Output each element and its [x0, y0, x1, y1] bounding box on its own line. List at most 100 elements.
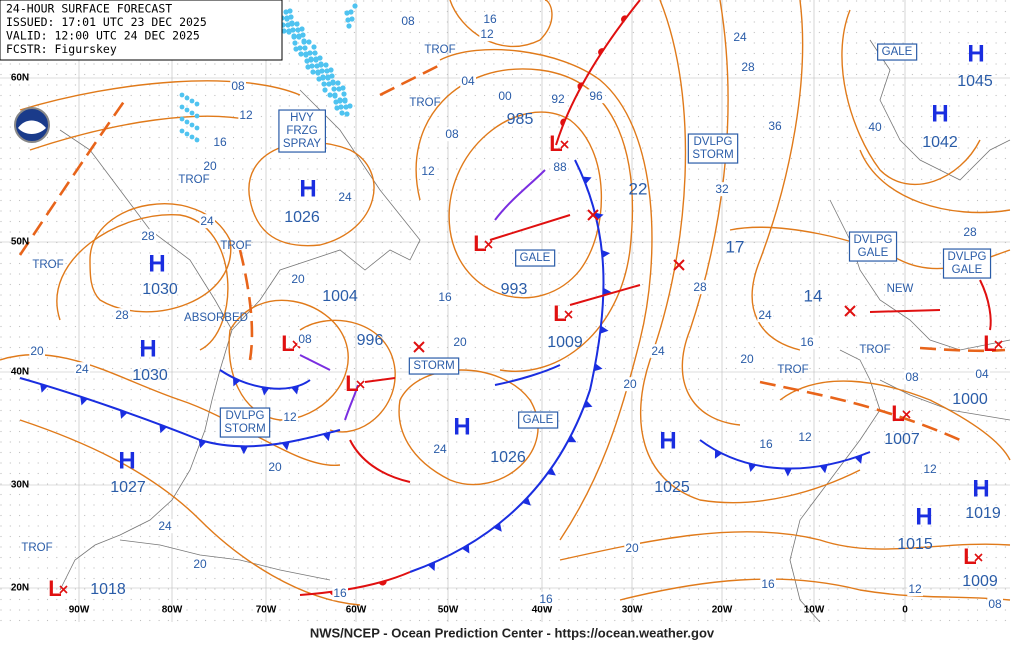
front-symbol [461, 544, 470, 554]
spray-dot [289, 21, 295, 27]
header-line: VALID: 12:00 UTC 24 DEC 2025 [6, 29, 200, 43]
spray-dot [184, 107, 190, 113]
spray-dot [189, 110, 195, 116]
isobar-label: 24 [338, 190, 352, 204]
front-symbol [239, 446, 248, 455]
front-symbol [233, 377, 241, 387]
isobar-label-bg [140, 229, 156, 244]
boxed-label: STORM [408, 357, 460, 375]
high-pressure: 1030 [142, 281, 178, 298]
boxed-label-text: SPRAY [283, 138, 321, 150]
latitude-label: 30N [11, 480, 29, 491]
isobar-label: 24 [75, 362, 89, 376]
label-box [408, 357, 460, 375]
high-pressure: 1015 [897, 536, 933, 553]
isobar-label: 20 [623, 377, 637, 391]
isobar-label: 00 [498, 89, 512, 103]
boxed-label-text: GALE [858, 247, 889, 259]
isobar-label: 88 [553, 160, 567, 174]
spray-dot [341, 91, 347, 97]
map-label: TROF [859, 344, 890, 356]
low-pressure: 1009 [547, 334, 583, 351]
isobar-label-bg [74, 362, 90, 377]
isobar-label-bg [538, 592, 554, 607]
isobar-label: 20 [203, 159, 217, 173]
boxed-label-text: STORM [413, 360, 454, 372]
boxed-label-text: STORM [224, 423, 265, 435]
map-label: TROF [424, 44, 455, 56]
spray-dot [302, 45, 308, 51]
spray-dot [319, 68, 325, 74]
spray-dot [332, 93, 338, 99]
high-pressure: 1026 [490, 449, 526, 466]
spray-dot [348, 9, 354, 15]
isobar-label: 16 [539, 592, 553, 606]
spray-dot [313, 57, 319, 63]
boxed-label-text: DVLPG [948, 251, 987, 263]
spray-dot [333, 99, 339, 105]
isobar-label-bg [332, 586, 348, 601]
high-symbol: H [659, 427, 676, 454]
low-symbol: L [473, 231, 486, 256]
front-symbol [198, 439, 207, 449]
isobar-label: 28 [115, 308, 129, 322]
spray-dot [194, 113, 200, 119]
isobar-label: 16 [759, 437, 773, 451]
spray-dot [326, 81, 332, 87]
isobar-label-bg [238, 108, 254, 123]
front-symbol [567, 435, 577, 443]
front-symbol [593, 363, 603, 372]
high-symbol: H [139, 335, 156, 362]
longitude-label: 10W [804, 605, 825, 616]
spray-dot [287, 8, 293, 14]
isobar-label: 28 [963, 225, 977, 239]
isobar-label: 28 [693, 280, 707, 294]
isobar-label-bg [799, 335, 815, 350]
fronts [19, 0, 871, 596]
isobar-label-bg [437, 290, 453, 305]
spray-dot [312, 50, 318, 56]
isobar-label: 12 [480, 27, 494, 41]
boxed-label: GALE [877, 43, 918, 61]
spray-dot [300, 32, 306, 38]
isobar-label-bg [758, 437, 774, 452]
troughs [18, 63, 1006, 442]
spray-dot [189, 98, 195, 104]
longitude-label: 60W [346, 605, 367, 616]
front-symbol [600, 325, 609, 334]
front-symbol [281, 441, 290, 451]
spray-dot [342, 98, 348, 104]
center-value: 22 [629, 179, 648, 198]
isobar-label: 24 [733, 30, 747, 44]
spray-dot [327, 92, 333, 98]
isobar-label: 28 [741, 60, 755, 74]
front-symbol [261, 386, 270, 396]
isobar-label-bg [550, 92, 566, 107]
isobar-label-bg [420, 164, 436, 179]
high-symbol: H [453, 413, 470, 440]
isobar-label-bg [432, 442, 448, 457]
isobar-label-bg [400, 14, 416, 29]
spray-dot [296, 34, 302, 40]
isobar-label-bg [297, 332, 313, 347]
front-symbol [748, 463, 757, 472]
isobar-label-bg [974, 367, 990, 382]
spray-dot [179, 116, 185, 122]
isobar-label: 08 [401, 14, 415, 28]
spray-dot [337, 98, 343, 104]
spray-dot [301, 39, 307, 45]
high-pressure: 1026 [284, 209, 320, 226]
spray-dot [321, 81, 327, 87]
low-symbol: L [963, 544, 976, 569]
front-symbol [601, 249, 611, 258]
spray-dot [305, 64, 311, 70]
front-symbol [577, 82, 584, 90]
spray-dot [283, 9, 289, 15]
isobar-label-bg [714, 182, 730, 197]
front-symbol [582, 176, 592, 185]
spray-dot [315, 70, 321, 76]
isobar-label-bg [760, 577, 776, 592]
boxed-label-text: DVLPG [694, 136, 733, 148]
